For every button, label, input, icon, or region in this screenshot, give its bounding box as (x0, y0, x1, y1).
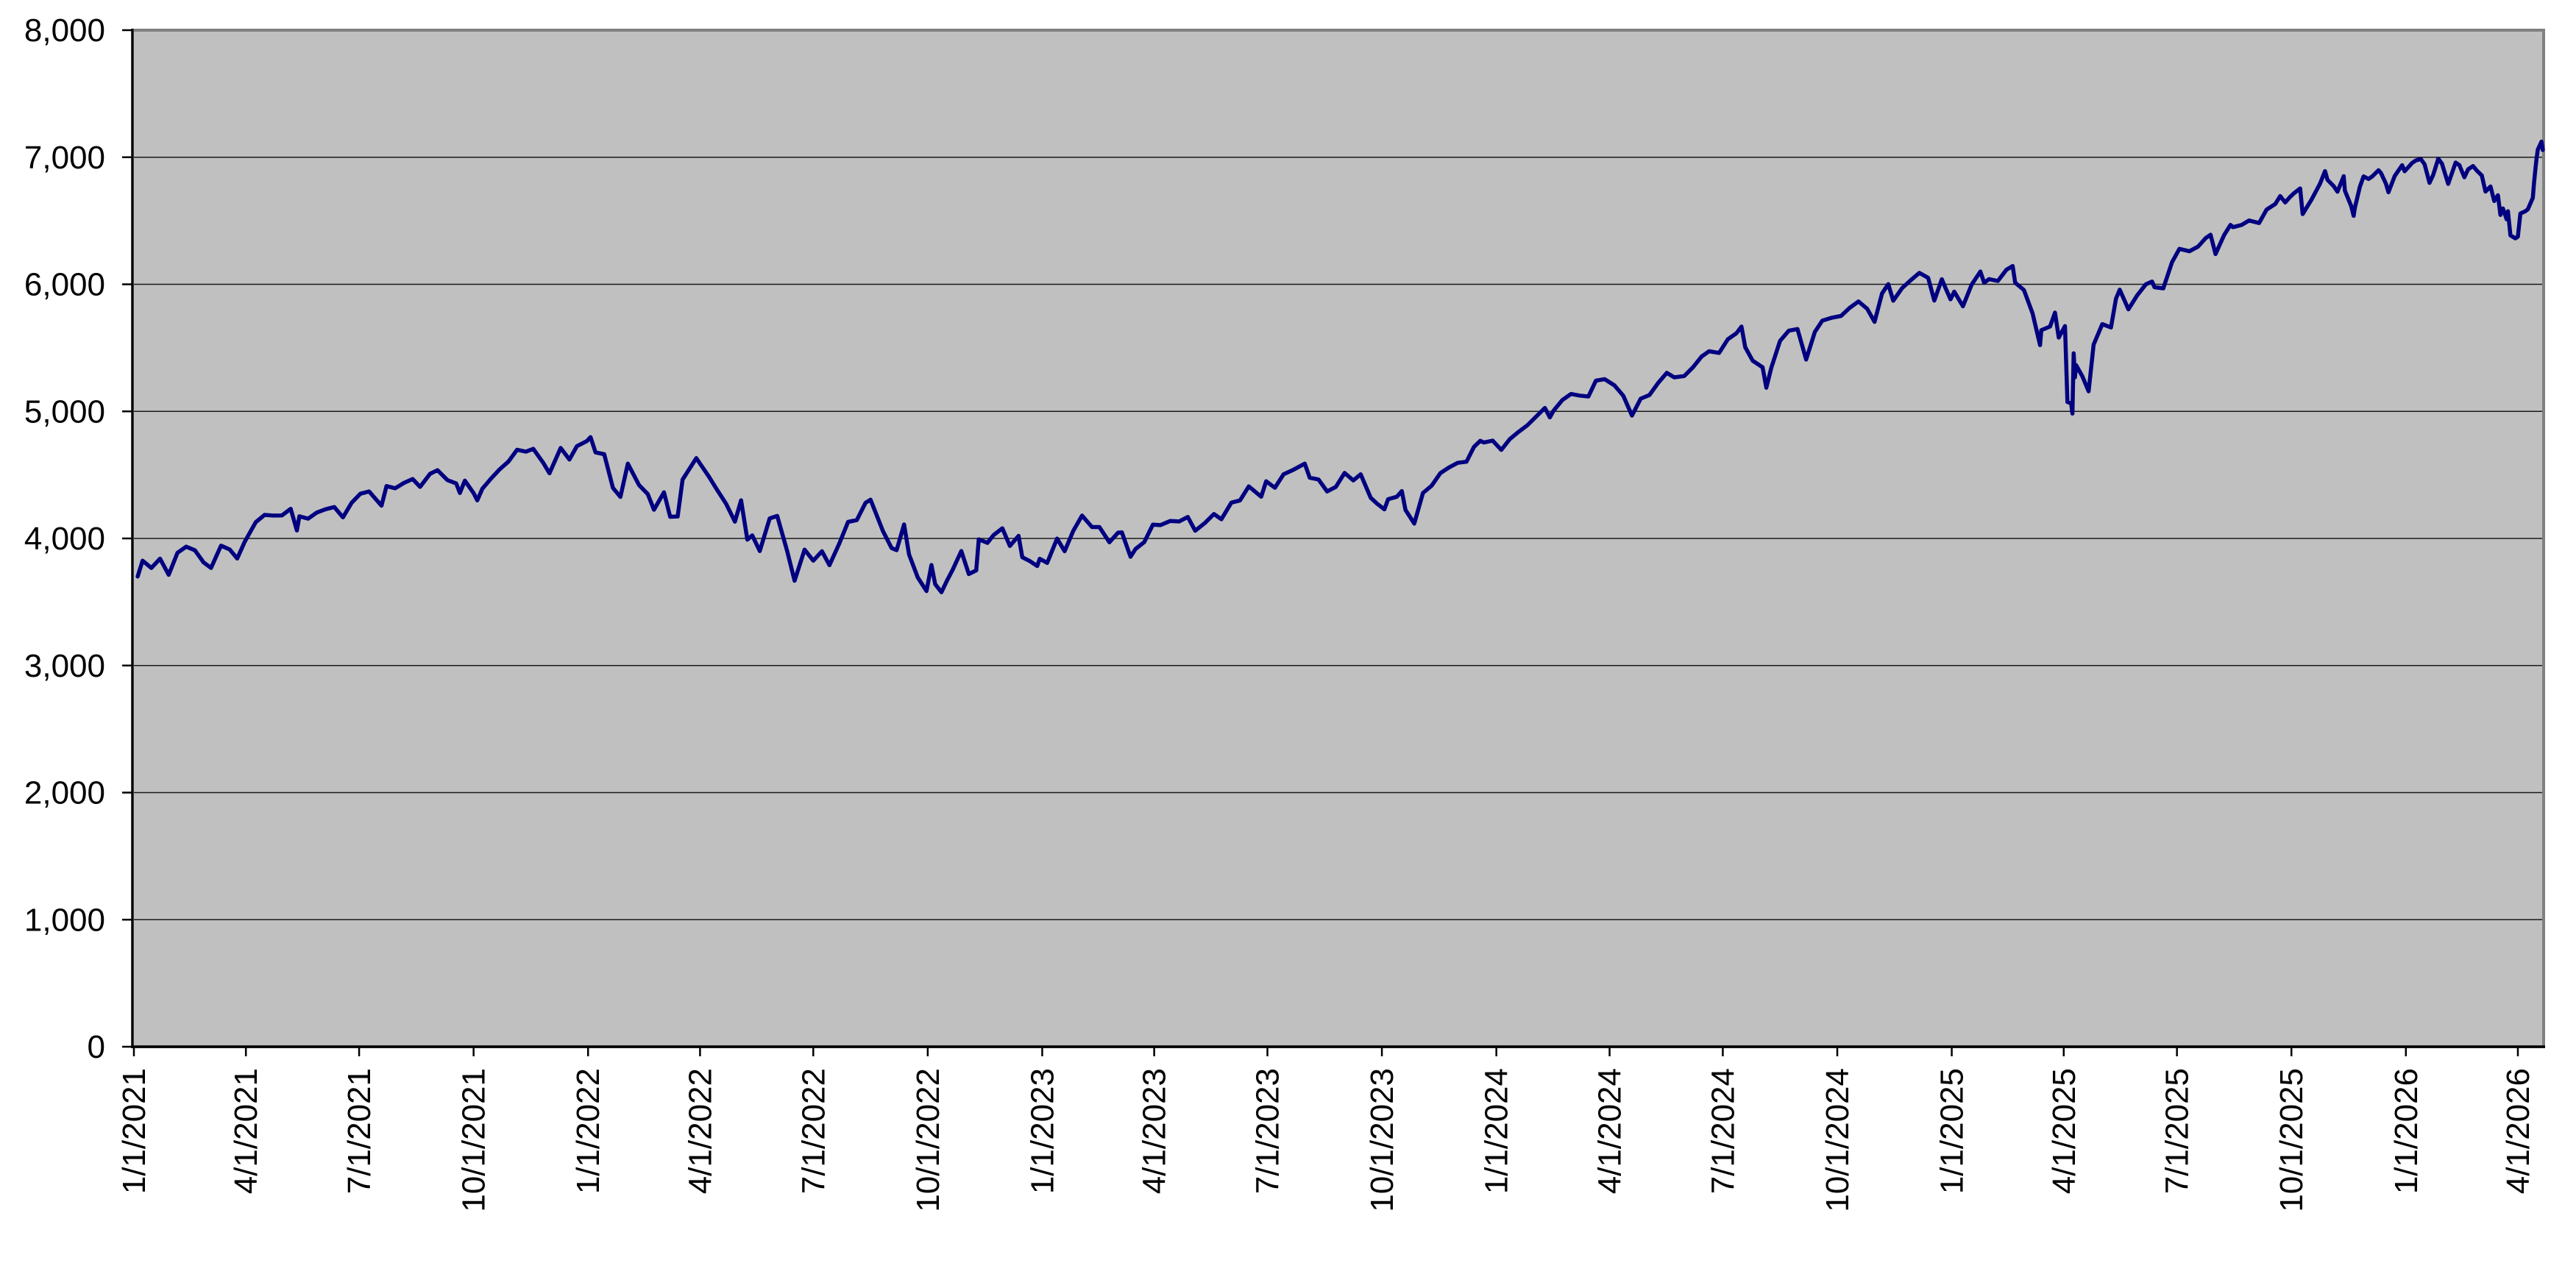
x-tick-label: 7/1/2021 (341, 1068, 377, 1194)
x-tick-label: 7/1/2024 (1705, 1068, 1741, 1194)
x-tick-label: 4/1/2024 (1592, 1068, 1628, 1194)
price-line (135, 139, 2545, 594)
x-tick-label: 10/1/2024 (1820, 1068, 1856, 1212)
y-tick-label: 8,000 (24, 13, 105, 49)
x-tick-label: 1/1/2026 (2388, 1068, 2424, 1194)
x-tick-label: 4/1/2021 (228, 1068, 264, 1194)
y-tick-label: 4,000 (24, 521, 105, 557)
x-tick-label: 7/1/2025 (2160, 1068, 2196, 1194)
gridlines (132, 157, 2544, 920)
y-tick-label: 7,000 (24, 140, 105, 176)
x-tick-label: 4/1/2026 (2500, 1068, 2536, 1194)
y-tick-label: 5,000 (24, 394, 105, 430)
x-tick-label: 1/1/2025 (1934, 1068, 1970, 1194)
y-tick-label: 3,000 (24, 648, 105, 684)
x-tick-label: 1/1/2022 (570, 1068, 606, 1194)
x-tick-label: 10/1/2022 (910, 1068, 946, 1212)
x-tick-label: 1/1/2021 (116, 1068, 152, 1194)
x-tick-label: 4/1/2025 (2046, 1068, 2082, 1194)
x-tick-label: 7/1/2023 (1250, 1068, 1286, 1194)
x-tick-label: 1/1/2023 (1024, 1068, 1060, 1194)
x-tick-label: 4/1/2023 (1137, 1068, 1173, 1194)
x-axis-labels: 1/1/2021 4/1/2021 7/1/2021 10/1/2021 1/1/202… (116, 1047, 2536, 1212)
y-tick-label: 1,000 (24, 902, 105, 938)
y-axis-labels: 0 1,000 2,000 3,000 4,000 5,000 6,000 7,000 8,00… (24, 13, 132, 1065)
x-tick-label: 4/1/2022 (682, 1068, 718, 1194)
y-tick-label: 0 (88, 1029, 105, 1065)
x-tick-label: 1/1/2024 (1479, 1068, 1515, 1194)
x-tick-label: 10/1/2025 (2274, 1068, 2310, 1212)
x-tick-label: 10/1/2021 (456, 1068, 492, 1212)
x-tick-label: 7/1/2022 (795, 1068, 831, 1194)
y-tick-label: 6,000 (24, 267, 105, 303)
y-tick-label: 2,000 (24, 775, 105, 811)
x-tick-label: 10/1/2023 (1364, 1068, 1400, 1212)
